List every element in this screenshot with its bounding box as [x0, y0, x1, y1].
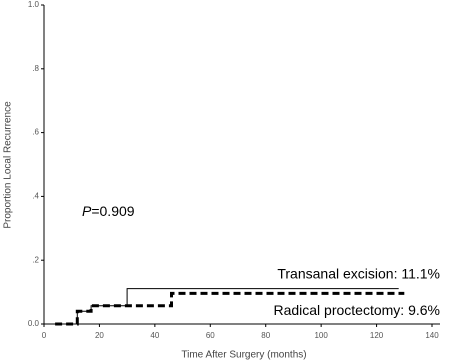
x-tick-label: 80: [261, 331, 270, 340]
p-value: P=0.909: [82, 203, 135, 219]
y-tick-label: .8: [32, 64, 39, 73]
x-tick-label: 100: [314, 331, 328, 340]
y-tick-label: .6: [32, 128, 39, 137]
y-tick-label: 1.0: [28, 0, 40, 9]
x-tick-label: 20: [95, 331, 104, 340]
p-symbol: P: [82, 203, 92, 219]
x-tick-label: 0: [42, 331, 47, 340]
y-tick-label: .2: [32, 255, 39, 264]
y-tick-label: 0.0: [28, 319, 40, 328]
x-axis-title: Time After Surgery (months): [181, 350, 306, 361]
x-tick-label: 120: [370, 331, 384, 340]
p-number: =0.909: [91, 203, 134, 219]
x-tick-label: 40: [150, 331, 159, 340]
legend-label: Radical proctectomy: 9.6%: [273, 302, 440, 318]
x-tick-label: 60: [206, 331, 215, 340]
legend-label: Transanal excision: 11.1%: [277, 265, 440, 281]
x-tick-label: 140: [425, 331, 439, 340]
y-tick-label: .4: [32, 192, 39, 201]
survival-curve: [55, 291, 405, 326]
y-axis-title: Proportion Local Recurrence: [3, 101, 14, 229]
